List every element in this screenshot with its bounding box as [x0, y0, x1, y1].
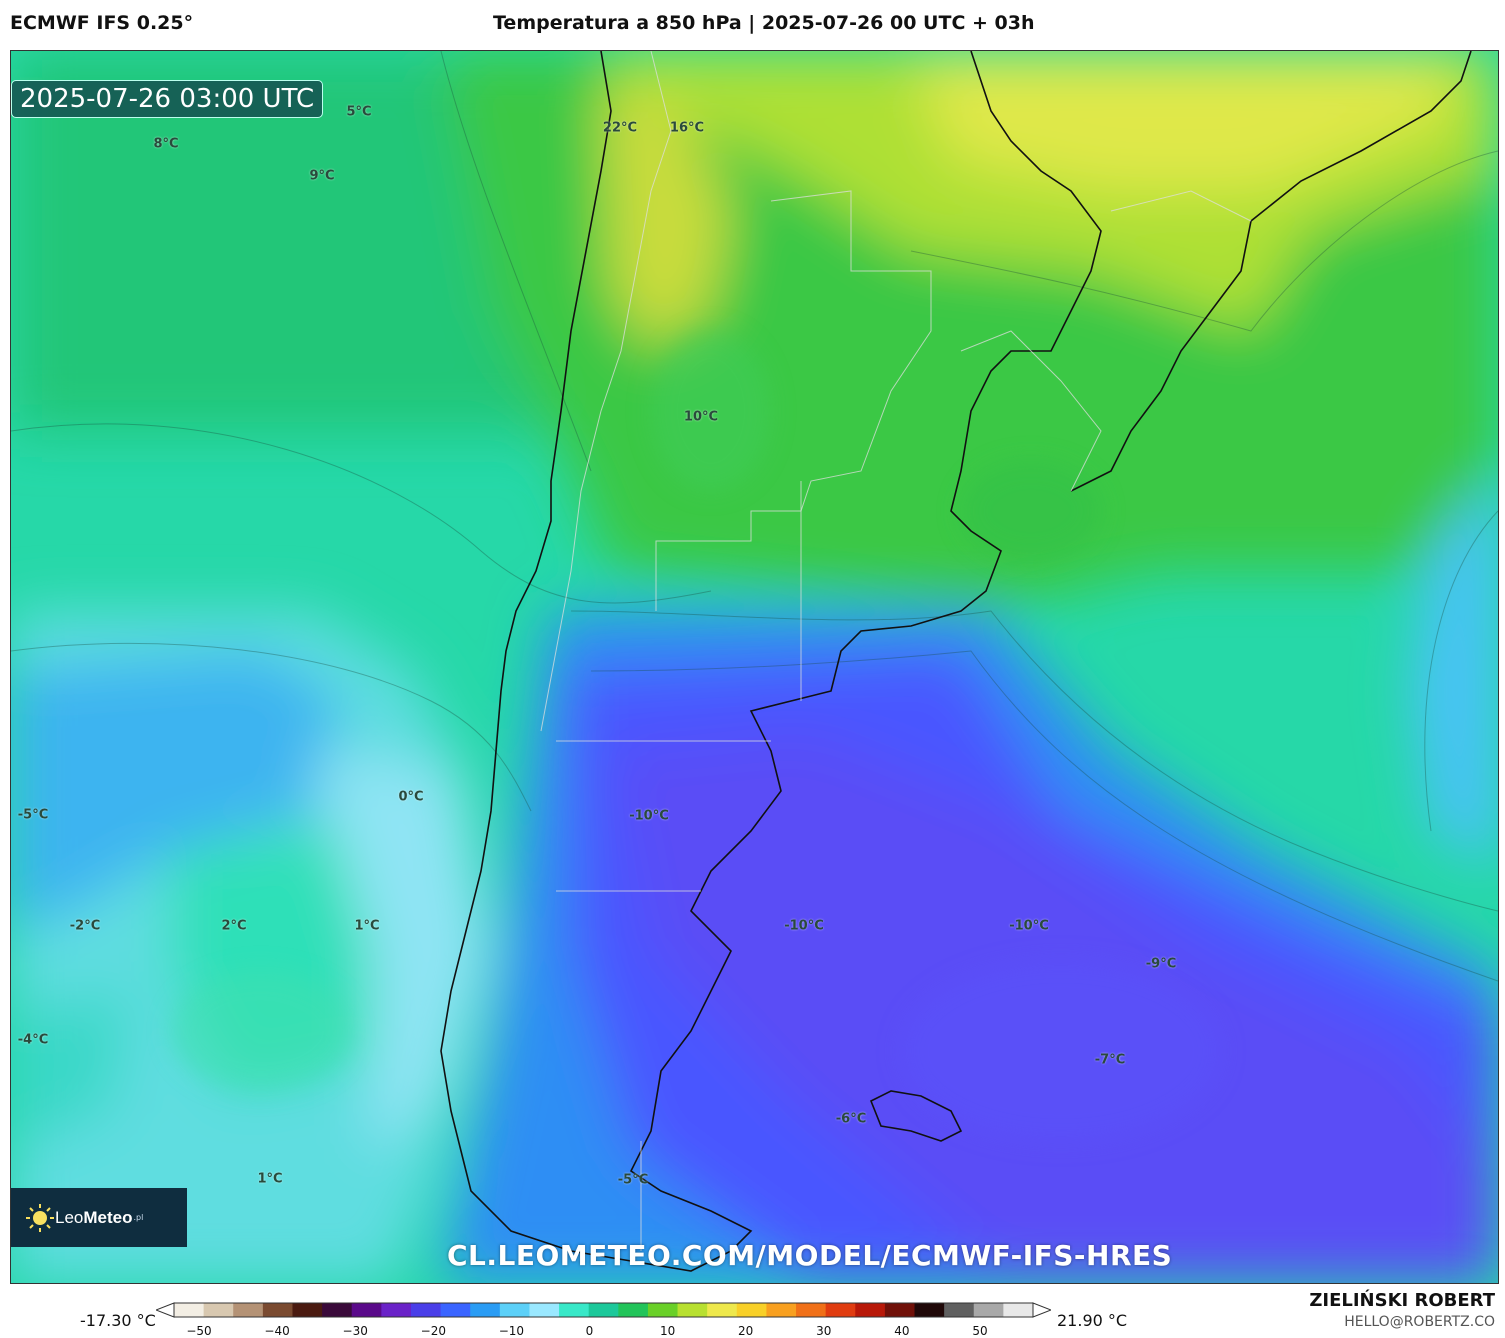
temperature-label: -5°C — [617, 1172, 649, 1188]
colorbar-tick-label: −30 — [342, 1324, 368, 1338]
colorbar-tick-label: 50 — [972, 1324, 988, 1338]
temperature-field — [11, 51, 1498, 1283]
temperature-colorbar — [156, 1302, 1051, 1318]
colorbar-segment — [351, 1303, 382, 1317]
temperature-label: -2°C — [69, 918, 101, 934]
temperature-label: 1°C — [354, 918, 380, 934]
colorbar-segment — [884, 1303, 916, 1317]
temperature-label: -10°C — [784, 918, 824, 934]
colorbar-segment — [203, 1303, 234, 1317]
leometeo-logo[interactable]: LeoMeteo .pl — [11, 1188, 187, 1247]
temperature-label: -6°C — [835, 1111, 867, 1127]
temperature-label: -10°C — [629, 808, 669, 824]
colorbar-segment — [322, 1303, 353, 1317]
colorbar-segment — [292, 1303, 323, 1317]
colorbar-segment — [677, 1303, 708, 1317]
colorbar-segment — [766, 1303, 797, 1317]
model-label: ECMWF IFS 0.25° — [10, 12, 194, 34]
colorbar-segment — [914, 1303, 945, 1317]
colorbar-segment — [707, 1303, 738, 1317]
temperature-label: -10°C — [1009, 918, 1049, 934]
colorbar-segment — [796, 1303, 827, 1317]
colorbar-segment — [647, 1303, 679, 1317]
colorbar-segment — [618, 1303, 649, 1317]
author-name: ZIELIŃSKI ROBERT — [1309, 1290, 1495, 1311]
colorbar-tick-label: 40 — [894, 1324, 910, 1338]
temperature-label: -9°C — [1145, 956, 1177, 972]
colorbar-segment — [410, 1303, 442, 1317]
colorbar-segment — [588, 1303, 619, 1317]
colorbar-tick-label: 30 — [816, 1324, 832, 1338]
colorbar-tick-label: 0 — [585, 1324, 594, 1338]
colorbar-segment — [174, 1303, 205, 1317]
temperature-label: 1°C — [257, 1171, 283, 1187]
map-title: Temperatura a 850 hPa | 2025-07-26 00 UT… — [493, 12, 1035, 34]
colorbar-tick-label: −40 — [264, 1324, 290, 1338]
temperature-label: 5°C — [346, 104, 372, 120]
colorbar-max-arrow — [1032, 1302, 1051, 1318]
source-watermark: CL.LEOMETEO.COM/MODEL/ECMWF-IFS-HRES — [447, 1239, 1173, 1272]
colorbar-segment — [944, 1303, 975, 1317]
colorbar-tick-label: 10 — [659, 1324, 676, 1338]
author-email[interactable]: HELLO@ROBERTZ.CO — [1344, 1314, 1495, 1330]
colorbar-tick-label: −10 — [498, 1324, 525, 1338]
temperature-label: 9°C — [309, 168, 335, 184]
temperature-label: 16°C — [669, 120, 705, 136]
colorbar-tick-label: 20 — [738, 1324, 754, 1338]
temperature-label: 10°C — [683, 409, 719, 425]
logo-suffix: .pl — [133, 1213, 144, 1222]
colorbar-segment — [736, 1303, 768, 1317]
colorbar-segment — [825, 1303, 856, 1317]
colorbar-segment — [559, 1303, 590, 1317]
valid-time-badge: 2025-07-26 03:00 UTC — [11, 80, 324, 118]
colorbar-segment — [470, 1303, 501, 1317]
temperature-label: -4°C — [17, 1032, 49, 1048]
temperature-label: -7°C — [1094, 1052, 1126, 1068]
colorbar-segment — [1003, 1303, 1034, 1317]
colorbar-tick-label: −20 — [420, 1324, 446, 1338]
colorbar-segment — [233, 1303, 264, 1317]
colorbar-segment — [499, 1303, 531, 1317]
colorbar-segment — [262, 1303, 294, 1317]
sun-icon — [26, 1203, 54, 1232]
temperature-label: -5°C — [17, 807, 49, 823]
temperature-label: 22°C — [602, 120, 638, 136]
colorbar-frame — [173, 1302, 1034, 1318]
temperature-label: 2°C — [221, 918, 247, 934]
colorbar-segment — [381, 1303, 412, 1317]
colorbar-tick-label: −50 — [186, 1324, 212, 1338]
temperature-map[interactable]: 2025-07-26 03:00 UTC 5°C 8°C 9°C 22°C 16°C 10… — [10, 50, 1499, 1284]
colorbar-segment — [973, 1303, 1004, 1317]
temperature-label: 8°C — [153, 136, 179, 152]
colorbar-segment — [529, 1303, 560, 1317]
colorbar-min-arrow — [156, 1302, 175, 1318]
scale-min-value: -17.30 °C — [80, 1311, 156, 1330]
colorbar-segment — [440, 1303, 471, 1317]
scale-max-value: 21.90 °C — [1057, 1311, 1128, 1330]
logo-text: LeoMeteo — [55, 1207, 133, 1227]
temperature-label: 0°C — [398, 789, 424, 805]
colorbar-segment — [855, 1303, 886, 1317]
